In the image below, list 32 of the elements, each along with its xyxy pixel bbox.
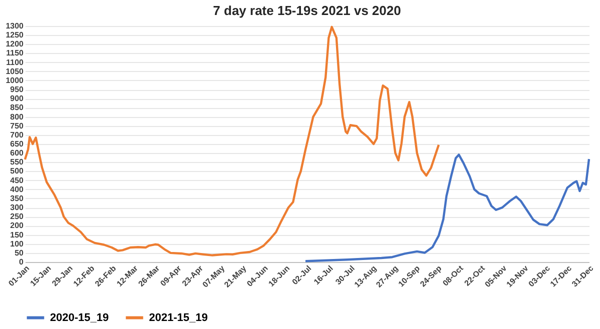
y-tick-label: 1250 [6,30,24,40]
y-tick-label: 600 [10,148,24,158]
y-tick-label: 250 [10,212,24,222]
y-tick-label: 750 [10,121,24,130]
chart-title: 7 day rate 15-19s 2021 vs 2020 [213,3,401,18]
y-tick-label: 0 [19,258,24,266]
y-tick-label: 200 [10,221,24,230]
y-tick-label: 950 [10,85,24,94]
line-series [304,154,590,262]
y-tick-label: 650 [10,140,24,148]
y-tick-label: 800 [10,112,24,122]
legend-label: 2020-15_19 [50,312,109,324]
y-tick-label: 50 [14,248,24,258]
y-tick-label: 850 [10,103,24,112]
y-tick-label: 1200 [6,40,24,49]
y-tick-label: 1000 [6,76,24,85]
y-tick-label: 300 [10,203,24,212]
y-tick-label: 150 [10,230,24,240]
y-tick-label: 400 [10,184,24,194]
y-tick-label: 550 [10,158,24,167]
y-tick-label: 100 [10,239,24,248]
y-tick-label: 900 [10,94,24,104]
y-tick-label: 450 [10,176,24,185]
y-tick-label: 1100 [6,58,24,67]
y-tick-label: 1150 [6,48,24,58]
y-tick-label: 350 [10,194,24,203]
y-tick-label: 700 [10,130,24,140]
y-tick-label: 1300 [6,22,24,30]
line-series [24,26,440,256]
legend-label: 2021-15_19 [149,312,208,324]
y-tick-label: 1050 [6,66,24,76]
y-tick-label: 500 [10,166,24,176]
